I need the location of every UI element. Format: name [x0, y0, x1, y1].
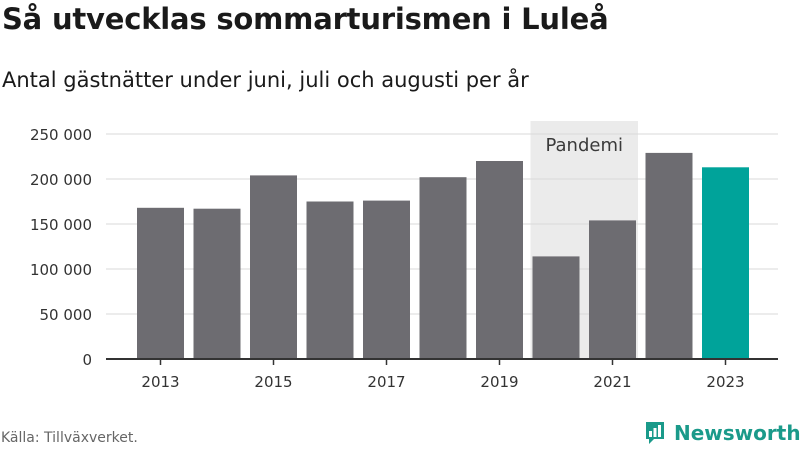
y-tick-label: 200 000: [30, 171, 92, 189]
y-tick-label: 100 000: [30, 261, 92, 279]
bar-2016: [306, 201, 354, 359]
newsworthy-logo-icon: [646, 422, 664, 444]
brand-name: Newsworthy: [674, 421, 800, 445]
bar-2020: [532, 256, 580, 359]
y-tick-label: 250 000: [30, 126, 92, 144]
x-tick-label: 2023: [706, 373, 744, 391]
bar-2017: [363, 200, 410, 359]
x-tick-label: 2021: [593, 373, 631, 391]
y-tick-label: 50 000: [40, 306, 93, 324]
bar-2015: [250, 175, 297, 359]
bar-2022: [645, 152, 693, 359]
bar-2018: [419, 177, 467, 359]
pandemic-label: Pandemi: [545, 135, 623, 156]
bar-2021: [589, 220, 636, 359]
y-tick-label: 0: [82, 351, 92, 369]
bar-2013: [137, 207, 184, 359]
x-tick-label: 2015: [254, 373, 292, 391]
y-tick-label: 150 000: [30, 216, 92, 234]
brand-logo: Newsworthy: [644, 419, 800, 447]
x-tick-label: 2013: [141, 373, 179, 391]
x-tick-label: 2017: [367, 373, 405, 391]
bar-2023: [702, 167, 749, 359]
bar-2014: [193, 208, 241, 359]
chart-title: Så utvecklas sommarturismen i Luleå: [2, 2, 609, 36]
x-tick-label: 2019: [480, 373, 518, 391]
bar-2019: [476, 161, 523, 359]
chart-subtitle: Antal gästnätter under juni, juli och au…: [2, 68, 529, 92]
source-note: Källa: Tillväxverket.: [1, 430, 138, 446]
